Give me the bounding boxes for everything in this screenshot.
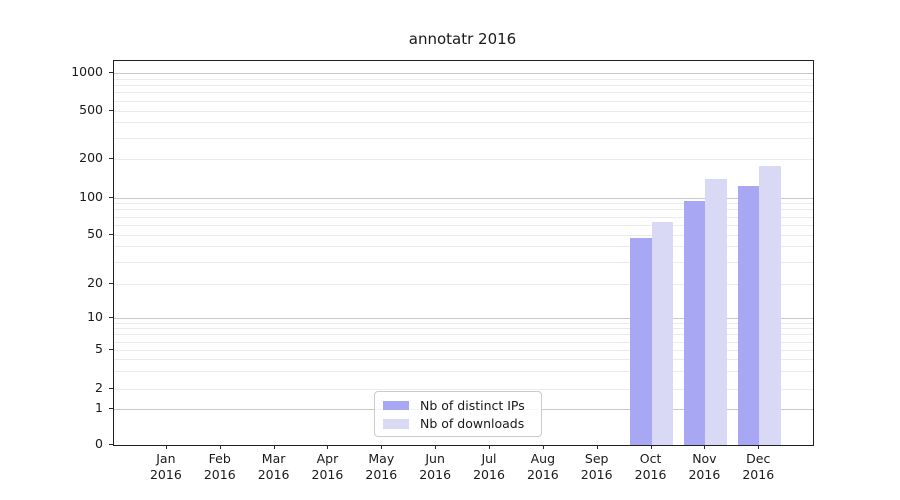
x-axis-tick-mark	[381, 445, 383, 449]
gridline-minor	[114, 224, 813, 226]
y-axis-tick-label: 2	[95, 379, 103, 395]
gridline-minor	[114, 203, 813, 205]
y-axis-tick-label: 200	[79, 150, 103, 165]
gridline-minor	[114, 92, 813, 94]
x-axis-tick-mark	[435, 445, 437, 449]
x-axis-tick-mark	[704, 445, 706, 449]
gridline-major	[114, 73, 813, 75]
legend-item-downloads: Nb of downloads	[375, 415, 541, 434]
gridline-minor	[114, 216, 813, 218]
chart-title: annotatr 2016	[408, 30, 517, 48]
x-axis-tick-label: Mar 2016	[257, 451, 290, 482]
x-axis-tick-label: Nov 2016	[688, 451, 721, 482]
gridline-major	[114, 197, 813, 199]
x-axis-tick-mark	[596, 445, 598, 449]
x-axis-tick-mark	[650, 445, 652, 449]
legend-label-downloads: Nb of downloads	[420, 416, 525, 432]
gridline-minor	[114, 100, 813, 102]
gridline-minor	[114, 122, 813, 124]
y-axis-tick-label: 1	[95, 400, 103, 415]
x-axis-tick-mark	[219, 445, 221, 449]
y-axis-tick-mark	[109, 317, 113, 318]
gridline-minor	[114, 209, 813, 211]
x-axis-tick-mark	[273, 445, 275, 449]
bar-downloads-oct-2016	[651, 222, 674, 445]
y-axis-tick-label: 5	[95, 341, 103, 356]
gridline-minor	[114, 261, 813, 263]
gridline-minor	[114, 328, 813, 330]
x-axis-tick-mark	[758, 445, 760, 449]
gridline-minor	[114, 359, 813, 361]
gridline-major	[114, 318, 813, 319]
y-axis-tick-label: 10	[87, 309, 103, 324]
gridline-minor	[114, 350, 813, 351]
legend-item-distinct-ips: Nb of distinct IPs	[375, 396, 541, 415]
x-axis-tick-mark	[542, 445, 544, 449]
y-axis-tick-mark	[109, 349, 113, 350]
x-axis-tick-label: Aug 2016	[526, 451, 559, 482]
y-axis-tick-mark	[109, 233, 113, 235]
x-axis-tick-label: Jun 2016	[419, 451, 452, 482]
x-axis-tick-label: Feb 2016	[203, 451, 236, 482]
x-axis-tick-mark	[165, 445, 167, 449]
y-axis-tick-mark	[109, 444, 113, 445]
x-axis-tick-mark	[327, 445, 329, 449]
x-axis-tick-mark	[489, 445, 490, 449]
gridline-minor	[114, 78, 813, 80]
x-axis-tick-label: Sep 2016	[580, 451, 613, 482]
plot-area	[113, 60, 814, 446]
y-axis-tick-mark	[109, 158, 113, 159]
gridline-minor	[114, 159, 813, 160]
x-axis-tick-label: Apr 2016	[311, 451, 344, 482]
legend-swatch-downloads-icon	[383, 419, 409, 429]
y-axis-tick-mark	[109, 109, 113, 111]
gridline-minor	[114, 137, 813, 139]
y-axis-tick-label: 20	[87, 274, 103, 290]
legend-label-distinct-ips: Nb of distinct IPs	[420, 397, 525, 413]
y-axis-tick-label: 500	[79, 101, 103, 117]
y-axis-tick-mark	[109, 72, 113, 74]
y-axis-tick-mark	[109, 387, 113, 389]
legend-swatch-distinct-ips-icon	[383, 400, 409, 410]
bar-downloads-dec-2016	[759, 166, 781, 445]
bar-distinct-ips-dec-2016	[737, 186, 760, 445]
gridline-minor	[114, 341, 813, 343]
y-axis-tick-mark	[109, 196, 113, 198]
x-axis-tick-label: Oct 2016	[634, 451, 667, 482]
gridline-minor	[114, 85, 813, 87]
bar-distinct-ips-nov-2016	[683, 201, 706, 445]
y-axis-tick-mark	[109, 282, 113, 284]
y-axis-tick-label: 0	[95, 436, 103, 451]
y-axis-tick-label: 100	[79, 188, 103, 204]
bar-downloads-nov-2016	[705, 178, 727, 445]
gridline-minor	[114, 234, 813, 236]
legend: Nb of distinct IPs Nb of downloads	[374, 391, 542, 437]
gridline-minor	[114, 371, 813, 373]
y-axis-tick-label: 50	[87, 225, 103, 241]
gridline-minor	[114, 388, 813, 390]
bar-distinct-ips-oct-2016	[630, 237, 652, 445]
gridline-minor	[114, 283, 813, 285]
gridline-minor	[114, 246, 813, 248]
gridline-minor	[114, 110, 813, 112]
y-axis-tick-mark	[109, 408, 113, 409]
x-axis-tick-label: Jan 2016	[149, 451, 182, 482]
x-axis-tick-label: May 2016	[365, 451, 398, 482]
x-axis-tick-label: Dec 2016	[742, 451, 775, 482]
y-axis-tick-label: 1000	[71, 64, 103, 80]
x-axis-tick-label: Jul 2016	[473, 451, 505, 482]
gridline-minor	[114, 322, 813, 324]
gridline-minor	[114, 334, 813, 336]
